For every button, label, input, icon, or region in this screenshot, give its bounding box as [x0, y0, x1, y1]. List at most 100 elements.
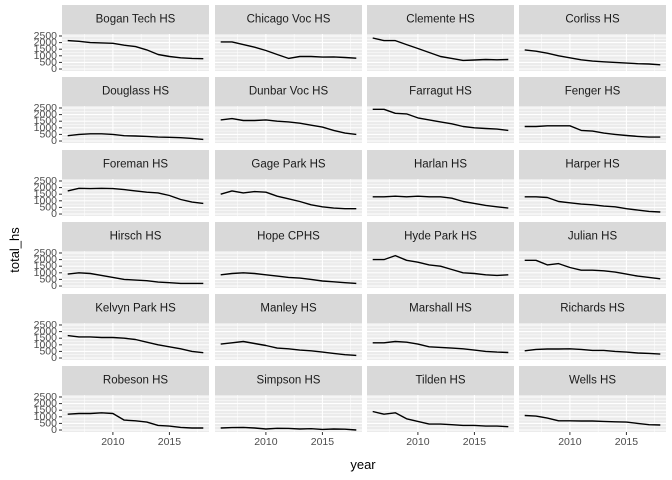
facet-label: Clemente HS	[406, 14, 475, 26]
y-tick-label: 0	[51, 424, 57, 436]
facet-strip	[215, 294, 362, 323]
facet-label: Richards HS	[560, 303, 625, 315]
facet-strip	[519, 222, 666, 251]
x-axis: 2010 2015 2010 2015 2010 2015 2010 2015	[101, 432, 638, 448]
x-tick-label: 2010	[558, 436, 582, 448]
y-tick-label: 1500	[34, 43, 58, 55]
facet-panel: Robeson HS	[62, 366, 209, 432]
facet-strip	[519, 77, 666, 106]
facet-panel: Wells HS	[519, 366, 666, 432]
facet-panel: Hirsch HS	[62, 222, 209, 288]
facet-label: Wells HS	[569, 375, 616, 387]
facet-label: Gage Park HS	[251, 159, 325, 171]
facet-panel: Bogan Tech HS	[62, 5, 209, 71]
y-tick-label: 2500	[34, 102, 58, 114]
series-line	[372, 37, 509, 62]
facet-strip	[519, 366, 666, 395]
facet-strip	[519, 294, 666, 323]
y-tick-label: 2500	[34, 175, 58, 187]
y-tick-label: 1500	[34, 188, 58, 200]
facet-panel: Hope CPHS	[215, 222, 362, 288]
y-tick-label: 1500	[34, 404, 58, 416]
x-tick-label: 2010	[254, 436, 278, 448]
series-line	[220, 340, 357, 357]
facet-label: Hirsch HS	[110, 231, 162, 243]
facet-label: Hyde Park HS	[404, 231, 477, 243]
x-tick-label: 2015	[463, 436, 487, 448]
series-line	[524, 414, 661, 426]
facet-label: Tilden HS	[415, 375, 465, 387]
series-line	[524, 348, 661, 355]
x-axis-title: year	[350, 457, 376, 472]
facet-panel: Marshall HS	[367, 294, 514, 360]
series-line	[524, 125, 661, 138]
facet-label: Dunbar Voc HS	[249, 86, 329, 98]
facet-panel: Corliss HS	[519, 5, 666, 71]
facet-strip	[62, 77, 209, 106]
facet-panel: Dunbar Voc HS	[215, 77, 362, 143]
y-tick-label: 1000	[34, 50, 58, 62]
y-tick-label: 2500	[34, 247, 58, 259]
y-axis-title: total_hs	[7, 227, 22, 273]
y-tick-label: 2000	[34, 37, 58, 49]
y-tick-label: 2000	[34, 326, 58, 338]
x-tick-label: 2010	[101, 436, 125, 448]
y-tick-label: 1000	[34, 122, 58, 134]
facet-label: Hope CPHS	[257, 231, 320, 243]
series-line	[67, 272, 204, 285]
facet-strip	[215, 222, 362, 251]
y-tick-label: 1000	[34, 339, 58, 351]
facet-strip	[215, 366, 362, 395]
x-tick-label: 2015	[615, 436, 639, 448]
facet-label: Harper HS	[565, 159, 620, 171]
series-line	[67, 187, 204, 205]
series-line	[524, 49, 661, 66]
series-line	[372, 195, 509, 209]
facet-strip	[215, 77, 362, 106]
facet-panels: Bogan Tech HS Chicago Voc HS Clemente HS Co…	[62, 5, 666, 432]
series-line	[220, 272, 357, 285]
facet-label: Chicago Voc HS	[247, 14, 331, 26]
facet-panel: Farragut HS	[367, 77, 514, 143]
y-tick-label: 500	[39, 345, 57, 357]
series-line	[67, 133, 204, 141]
y-tick-label: 1000	[34, 411, 58, 423]
series-line	[220, 117, 357, 136]
series-line	[524, 196, 661, 213]
y-tick-label: 500	[39, 56, 57, 68]
facet-label: Foreman HS	[103, 159, 169, 171]
facet-label: Douglass HS	[102, 86, 169, 98]
series-line	[67, 334, 204, 354]
y-tick-label: 1000	[34, 195, 58, 207]
y-tick-label: 0	[51, 63, 57, 75]
y-tick-label: 0	[51, 352, 57, 364]
y-axis: 0500100015002000250005001000150020002500…	[34, 30, 62, 436]
y-tick-label: 1500	[34, 115, 58, 127]
y-tick-label: 1000	[34, 267, 58, 279]
y-tick-label: 2500	[34, 30, 58, 42]
facet-label: Simpson HS	[257, 375, 321, 387]
series-line	[372, 340, 509, 354]
facet-label: Corliss HS	[565, 14, 620, 26]
y-tick-label: 0	[51, 208, 57, 220]
facet-strip	[519, 5, 666, 34]
x-tick-label: 2015	[158, 436, 182, 448]
series-line	[372, 254, 509, 277]
facet-strip	[367, 5, 514, 34]
facet-panel: Douglass HS	[62, 77, 209, 143]
series-line	[372, 108, 509, 132]
y-tick-label: 2000	[34, 109, 58, 121]
facet-label: Bogan Tech HS	[96, 14, 176, 26]
facet-label: Manley HS	[260, 303, 317, 315]
facet-panel: Hyde Park HS	[367, 222, 514, 288]
facet-panel: Foreman HS	[62, 150, 209, 216]
y-tick-label: 1500	[34, 332, 58, 344]
series-line	[220, 41, 357, 60]
facet-panel: Manley HS	[215, 294, 362, 360]
facet-panel: Fenger HS	[519, 77, 666, 143]
series-line	[220, 426, 357, 431]
y-tick-label: 2000	[34, 398, 58, 410]
facet-strip	[62, 150, 209, 179]
facet-panel: Clemente HS	[367, 5, 514, 71]
